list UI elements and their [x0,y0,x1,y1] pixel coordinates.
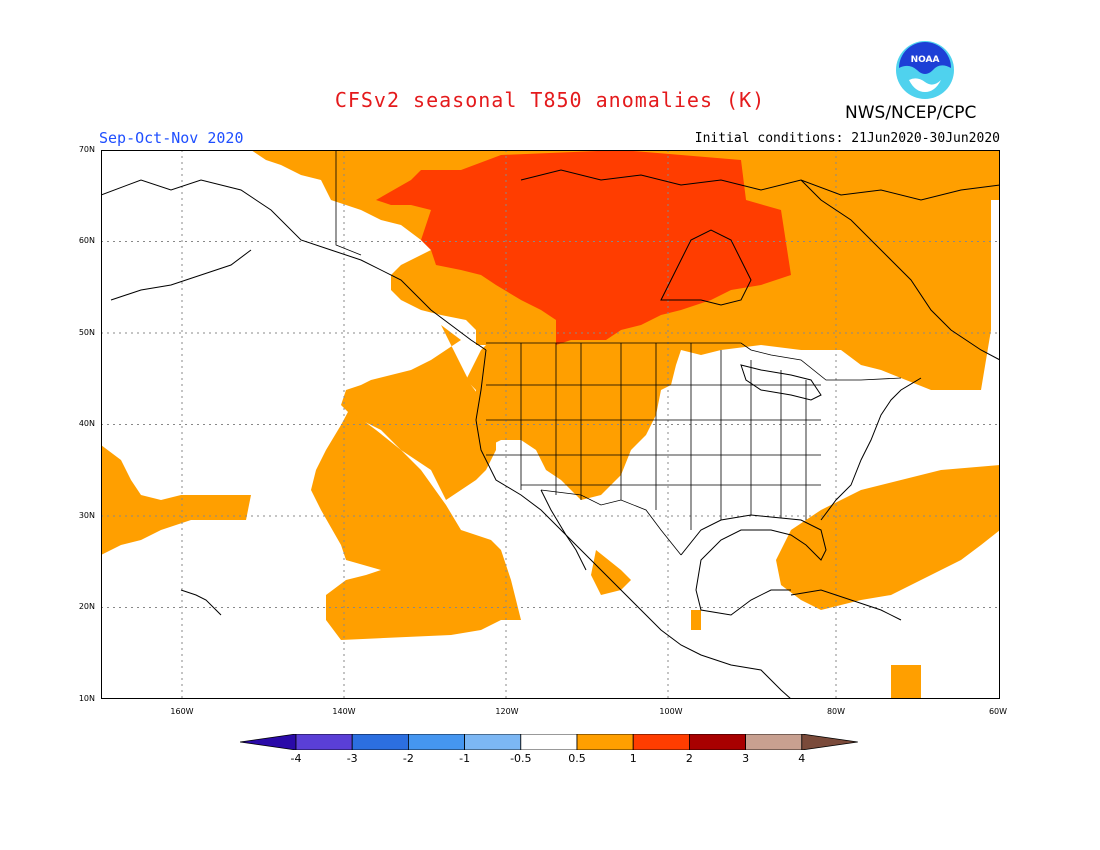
lon-label-160w: 160W [170,707,194,716]
noaa-logo-icon: NOAA [896,41,954,99]
anomaly-region-1-to-2 [376,150,791,345]
hudson-bay [660,229,752,306]
region-central-america-orange [691,610,701,630]
colorbar-bin-4 [464,734,522,750]
arctic-islands [520,169,1000,201]
alaska-coast [101,179,487,351]
colorbar-tick-label: 1 [629,752,637,765]
lat-label-40n: 40N [78,419,95,428]
lon-label-140w: 140W [332,707,356,716]
coastlines [101,169,1000,699]
baja [540,489,587,571]
colorbar-bin-7 [632,734,690,750]
colorbar-bin-2 [351,734,409,750]
colorbar-tick-label: -4 [290,752,302,765]
us-canada-border [486,342,902,381]
lat-label-30n: 30N [78,511,95,520]
colorbar-tick-label: -3 [346,752,358,765]
colorbar-tick-label: 0.5 [568,752,586,765]
lon-label-60w: 60W [988,707,1008,716]
colorbar-bin-9 [745,734,803,750]
region-southwest-orange [101,445,251,555]
region-pacific-orange [311,410,521,640]
east-us-coast [820,377,922,521]
west-us-coast [475,349,792,699]
colorbar-tick-label: 3 [742,752,750,765]
logo-upper-arc [899,42,951,74]
initial-conditions-label: Initial conditions: 21Jun2020-30Jun2020 [694,131,1000,146]
colorbar-bin-6 [576,734,634,750]
colorbar-bin-10 [801,734,858,750]
colorbar-bin-8 [688,734,746,750]
greenland-labrador [800,179,1000,361]
season-label: Sep-Oct-Nov 2020 [99,129,244,147]
region-atlantic-orange [776,465,1000,610]
states-grid [486,343,821,530]
hawaii [180,589,222,616]
colorbar [240,734,858,750]
colorbar-bin-3 [407,734,465,750]
colorbar-tick-label: -2 [402,752,414,765]
logo-gull [909,78,941,92]
region-caribbean-orange [891,665,921,699]
gulf-coast [680,514,827,616]
map-grid [101,150,1000,699]
lat-label-60n: 60N [78,236,95,245]
borders [335,150,902,556]
colorbar-tick-label: 4 [798,752,806,765]
anomaly-map [101,150,1000,699]
alaska-border [335,150,362,256]
colorbar-bin-1 [295,734,353,750]
region-baja-orange [591,550,631,595]
chart-title: CFSv2 seasonal T850 anomalies (K) [334,88,766,112]
colorbar-bin-0 [240,734,297,750]
colorbar-bin-5 [520,734,578,750]
region-west-coast-orange [341,325,496,500]
aleutians [110,249,252,301]
colorbar-tick-label: -0.5 [510,752,532,765]
map-frame [101,150,1000,699]
lat-label-50n: 50N [78,328,95,337]
lon-label-80w: 80W [826,707,846,716]
lon-label-120w: 120W [495,707,519,716]
lon-label-100w: 100W [659,707,683,716]
lat-label-70n: 70N [78,145,95,154]
lat-label-10n: 10N [78,694,95,703]
colorbar-tick-label: -1 [459,752,471,765]
logo-text: NOAA [911,55,940,65]
lat-label-20n: 20N [78,602,95,611]
colorbar-tick-label: 2 [685,752,693,765]
agency-label: NWS/NCEP/CPC [845,103,977,123]
cuba [790,589,902,621]
